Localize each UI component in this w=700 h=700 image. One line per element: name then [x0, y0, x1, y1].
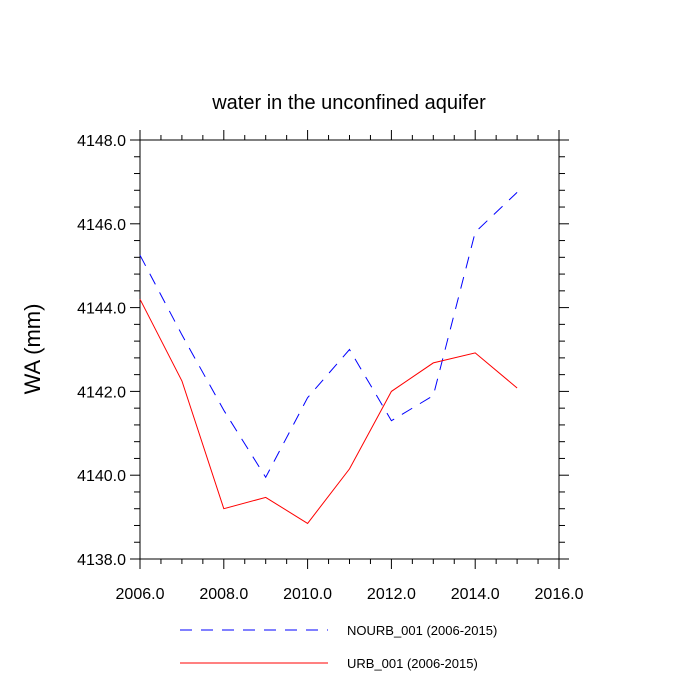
series-layer [139, 192, 518, 525]
y-tick-label: 4144.0 [77, 301, 126, 318]
legend-label-2: URB_001 (2006-2015) [347, 656, 478, 671]
x-tick-label: 2006.0 [116, 586, 165, 603]
chart-title: water in the unconfined aquifer [211, 92, 486, 114]
y-tick-label: 4138.0 [77, 552, 126, 569]
legend-label-1: NOURB_001 (2006-2015) [347, 623, 497, 638]
y-tick-label: 4146.0 [77, 217, 126, 234]
legend: NOURB_001 (2006-2015) URB_001 (2006-2015) [180, 623, 497, 671]
x-axis-ticks: 2006.0 2008.0 2010.0 2012.0 2014.0 2016.0 [116, 130, 584, 603]
y-tick-label: 4142.0 [77, 384, 126, 401]
x-tick-label: 2010.0 [283, 586, 332, 603]
y-axis-ticks: 4138.0 4140.0 4142.0 4144.0 4146.0 4148.0 [77, 133, 569, 569]
x-tick-label: 2014.0 [451, 586, 500, 603]
y-axis-label: WA (mm) [20, 304, 45, 395]
x-tick-label: 2008.0 [199, 586, 248, 603]
series-line-1 [139, 192, 518, 479]
x-tick-label: 2012.0 [367, 586, 416, 603]
y-tick-label: 4140.0 [77, 468, 126, 485]
y-tick-label: 4148.0 [77, 133, 126, 150]
x-tick-label: 2016.0 [535, 586, 584, 603]
series-line-2 [139, 298, 518, 525]
